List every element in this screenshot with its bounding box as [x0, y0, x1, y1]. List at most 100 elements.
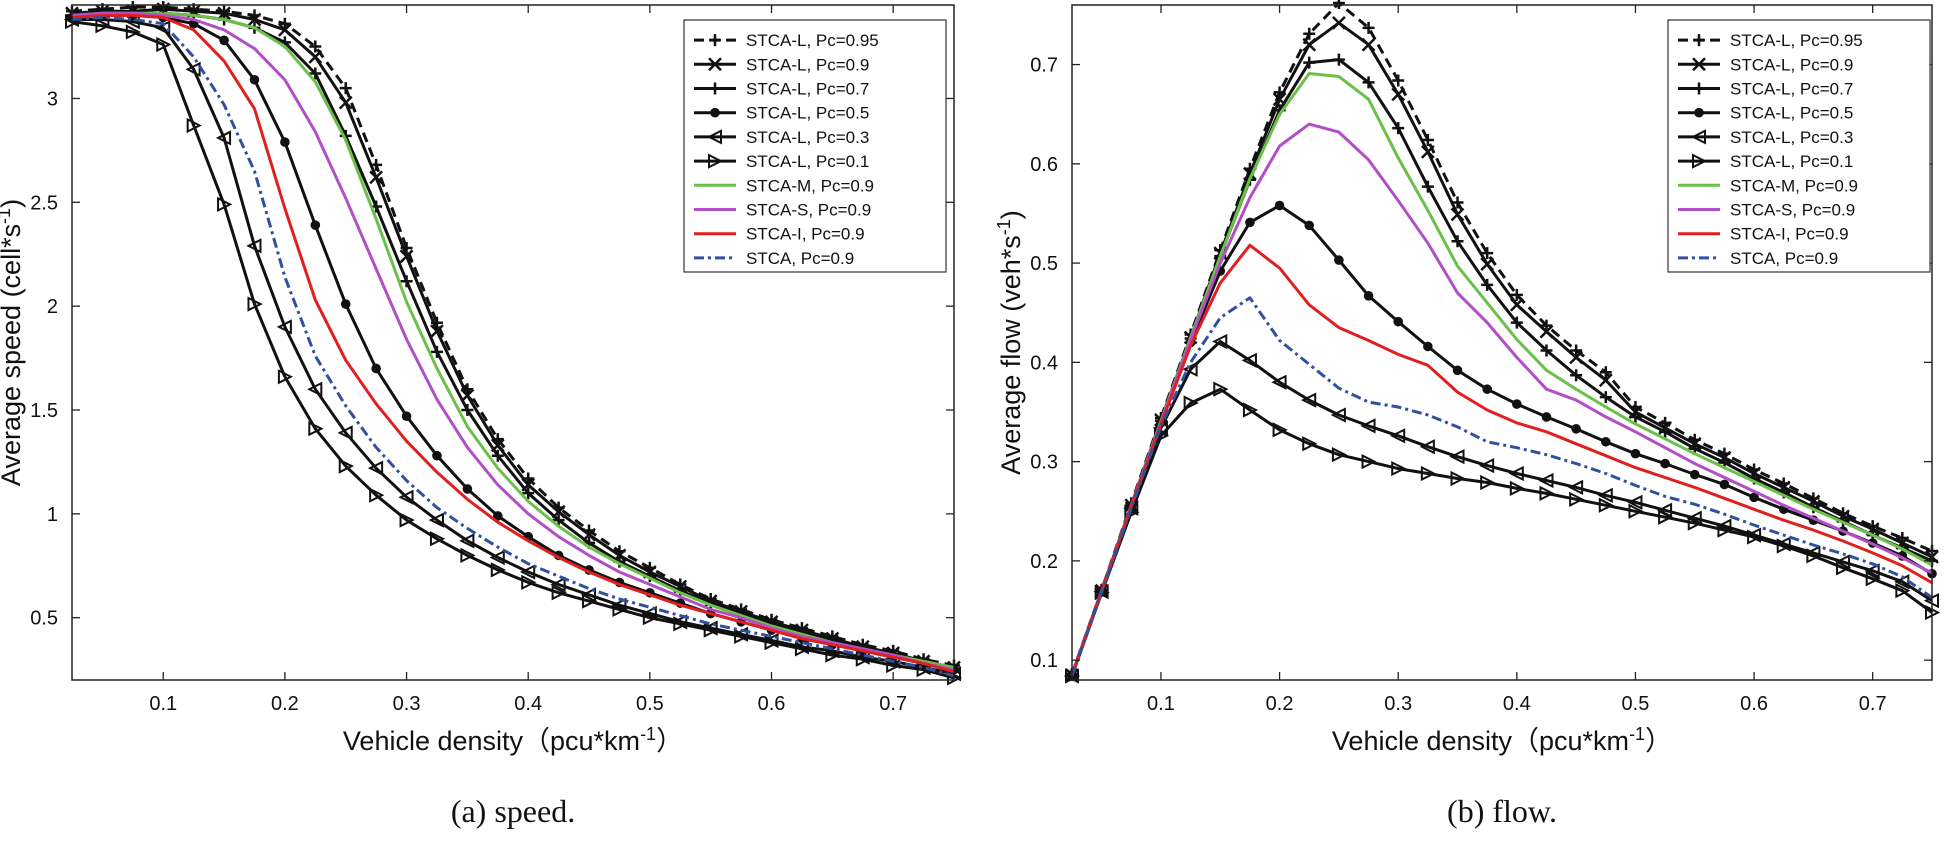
speed-legend-marker — [709, 82, 721, 95]
flow-series-3-point — [1599, 391, 1612, 404]
speed-legend-box — [683, 19, 947, 273]
speed-series-3-point — [491, 449, 504, 462]
speed-x-tick-label: 0.1 — [149, 693, 177, 715]
flow-x-tick-label: 0.4 — [1503, 693, 1531, 715]
flow-series-10-line — [1070, 296, 1933, 677]
speed-series-4-point — [371, 363, 381, 374]
flow-series-5-point — [1271, 374, 1287, 390]
flow-legend: STCA-L, Pc=0.95 STCA-L, Pc=0.9 STCA-L, Pc=… — [1667, 19, 1931, 273]
speed-series-10 — [71, 16, 955, 678]
flow-series-3-point — [1392, 122, 1405, 135]
speed-legend-label: STCA-L, Pc=0.95 — [746, 31, 879, 50]
flow-series-2-point — [1332, 15, 1346, 30]
speed-series-4-point — [462, 484, 473, 494]
flow-series-2-point — [1361, 37, 1376, 52]
flow-legend-entry: STCA, Pc=0.9 — [1678, 249, 1838, 268]
flow-series-6-point — [1628, 503, 1644, 519]
flow-series-4-line — [1070, 204, 1933, 676]
speed-series-6-point — [217, 196, 233, 213]
flow-series-4-point — [1334, 255, 1344, 265]
flow-legend-entry: STCA-L, Pc=0.5 — [1678, 104, 1853, 123]
speed-series-6-point — [703, 622, 719, 638]
flow-series-4-point — [1274, 200, 1285, 211]
flow-series-1-point — [1570, 344, 1583, 357]
speed-series-6-point — [95, 18, 111, 34]
flow-series-6-point — [1183, 395, 1199, 411]
flow-legend-label: STCA, Pc=0.9 — [1730, 249, 1838, 268]
flow-series-3-point — [1659, 425, 1672, 438]
speed-series-6-point — [247, 296, 263, 312]
speed-series-6-point — [399, 512, 415, 528]
flow-series-10 — [1070, 296, 1933, 677]
speed-x-tick-label: 0.3 — [393, 693, 421, 715]
speed-series-6-point — [794, 641, 811, 657]
flow-series-8-line — [1070, 122, 1933, 676]
speed-series-10-line — [71, 16, 955, 678]
flow-legend-entry: STCA-L, Pc=0.3 — [1678, 128, 1853, 147]
speed-legend-entry: STCA, Pc=0.9 — [694, 249, 854, 268]
flow-legend-entry: STCA-L, Pc=0.95 — [1678, 31, 1863, 50]
flow-legend-entry: STCA-M, Pc=0.9 — [1678, 176, 1858, 195]
flow-series-8 — [1070, 122, 1933, 676]
speed-legend-entry: STCA-L, Pc=0.95 — [694, 31, 879, 50]
flow-series-5-point — [1241, 352, 1257, 368]
flow-ticks-layer: 0.1 0.2 0.3 0.4 0.5 0.6 0.7 0.1 0.2 0.3 0.4 0.5 0.6 0… — [1030, 5, 1932, 715]
flow-series-7-line — [1070, 72, 1933, 676]
speed-series-5-point — [367, 460, 384, 476]
speed-legend-entry: STCA-L, Pc=0.7 — [694, 80, 869, 99]
speed-series-2-point — [399, 249, 414, 264]
speed-y-tick-label: 0.5 — [30, 608, 58, 630]
speed-legend-marker — [706, 129, 722, 145]
speed-series-5-point — [489, 549, 505, 566]
flow-series-6-point — [1865, 571, 1881, 587]
flow-series-6-line — [1070, 387, 1933, 677]
flow-legend-entry: STCA-L, Pc=0.9 — [1678, 55, 1853, 74]
speed-legend-label: STCA-L, Pc=0.7 — [746, 80, 869, 99]
speed-legend-entry: STCA-L, Pc=0.9 — [694, 55, 869, 74]
flow-y-tick-label: 0.2 — [1030, 551, 1058, 573]
flow-series-6-point — [1658, 509, 1674, 525]
speed-series-8-line — [71, 11, 955, 672]
speed-legend-label: STCA-I, Pc=0.9 — [746, 225, 865, 244]
flow-y-tick-label: 0.3 — [1030, 452, 1058, 474]
flow-series-5-line — [1070, 340, 1933, 677]
speed-series-6-point — [125, 24, 142, 40]
flow-chart: 0.1 0.2 0.3 0.4 0.5 0.6 0.7 0.1 0.2 0.3 0.4 0.5 0.6 0… — [994, 0, 1941, 829]
speed-series-3-point — [552, 514, 565, 527]
flow-x-tick-label: 0.3 — [1384, 693, 1412, 715]
speed-series-3-point — [309, 67, 322, 80]
flow-y-tick-label: 0.7 — [1030, 55, 1058, 77]
speed-legend: STCA-L, Pc=0.95 STCA-L, Pc=0.9 STCA-L, Pc=… — [683, 19, 947, 273]
speed-series-2-point — [338, 95, 353, 110]
speed-series-6-point — [764, 634, 780, 651]
speed-y-tick-label: 1 — [47, 504, 58, 526]
flow-series-6-point — [1717, 522, 1733, 538]
flow-series-5-point — [1212, 333, 1228, 350]
flow-series-5 — [1063, 333, 1939, 684]
speed-legend-label: STCA-M, Pc=0.9 — [746, 176, 874, 195]
speed-legend-entry: STCA-I, Pc=0.9 — [694, 225, 865, 244]
speed-series-6-point — [673, 616, 689, 632]
speed-legend-marker — [710, 107, 720, 118]
speed-series-4-point — [432, 450, 442, 461]
flow-series-4-point — [1245, 217, 1255, 228]
speed-series-2-point — [430, 324, 444, 338]
flow-series-2-point — [1420, 145, 1435, 159]
speed-x-tick-label: 0.2 — [271, 693, 299, 715]
flow-x-tick-label: 0.5 — [1622, 693, 1650, 715]
speed-series-6-point — [642, 610, 659, 626]
flow-series-5-point — [1330, 407, 1346, 423]
flow-series-3-point — [1451, 235, 1464, 248]
flow-series-6-point — [1747, 529, 1763, 545]
flow-series-4-point — [1719, 479, 1730, 490]
flow-series-5-point — [1449, 449, 1465, 465]
speed-series-5-point — [185, 61, 201, 78]
flow-series-2-point — [1509, 297, 1524, 312]
flow-legend-label: STCA-S, Pc=0.9 — [1730, 201, 1855, 220]
flow-series-6-point — [1391, 460, 1407, 477]
flow-legend-marker — [1690, 129, 1706, 145]
flow-series-4-point — [1689, 469, 1700, 480]
flow-series-6-point — [1569, 491, 1585, 507]
flow-series-4-point — [1541, 412, 1552, 422]
